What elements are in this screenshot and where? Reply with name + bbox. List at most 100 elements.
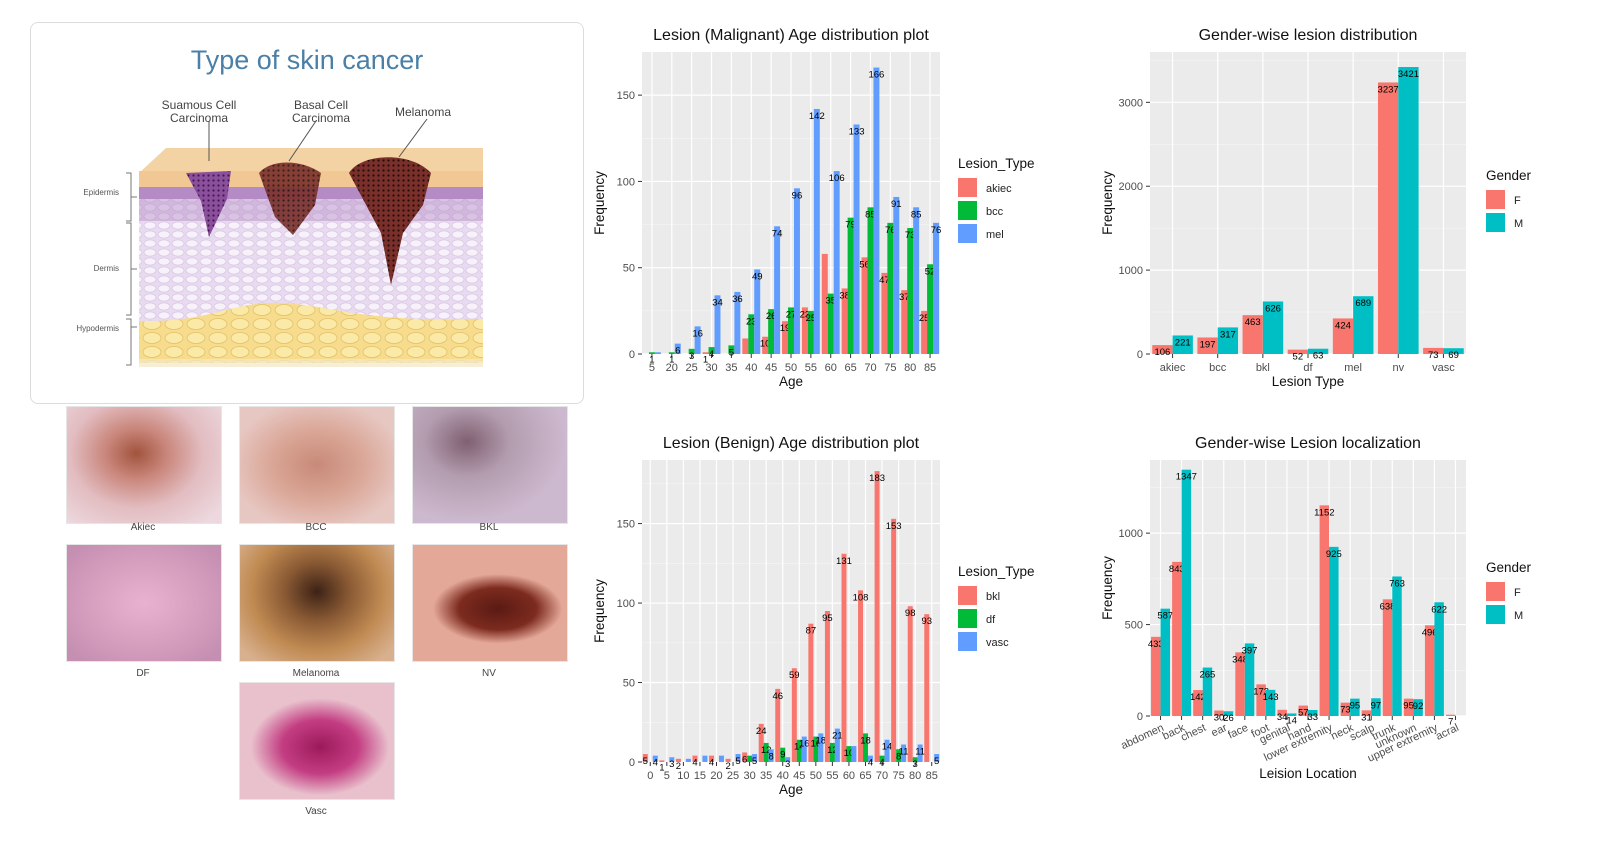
data-label: 87 <box>806 626 817 637</box>
data-label: 4 <box>868 758 873 769</box>
legend-label: vasc <box>986 637 1009 649</box>
legend-label: bcc <box>986 206 1004 218</box>
data-label: 52 <box>925 266 936 277</box>
data-label: 1 <box>659 762 664 773</box>
bar-bkl <box>709 755 715 762</box>
x-tick-label: 45 <box>765 362 777 374</box>
data-label: 424 <box>1335 320 1351 331</box>
bar-M <box>1308 709 1318 716</box>
x-tick-label: 65 <box>859 770 871 782</box>
x-tick-label: 15 <box>694 770 706 782</box>
bar-F <box>1340 702 1351 716</box>
data-label: 12 <box>827 745 838 756</box>
bar-df <box>896 749 902 762</box>
skin-cancer-diagram: Suamous Cell Carcinoma Basal Cell Carcin… <box>30 22 584 404</box>
bar-akiec <box>821 253 828 354</box>
y-tick-label: 100 <box>617 176 635 188</box>
y-tick-label: 3000 <box>1119 97 1143 109</box>
df-caption: DF <box>136 668 150 679</box>
y-axis-title: Frequency <box>592 579 607 643</box>
x-tick-label: 25 <box>727 770 739 782</box>
x-tick-label: 5 <box>664 770 670 782</box>
y-tick-label: 0 <box>629 349 635 361</box>
akiec-image <box>66 406 222 524</box>
data-label: 25 <box>919 313 930 324</box>
data-label: 98 <box>905 608 916 619</box>
bar-akiec <box>921 310 928 354</box>
bar-F <box>1193 690 1203 716</box>
scc-label-1: Suamous Cell <box>162 98 237 112</box>
x-tick-label: 50 <box>810 770 822 782</box>
bar-df <box>863 733 868 762</box>
legend-label: df <box>986 614 996 626</box>
legend-label: F <box>1514 195 1521 207</box>
legend-key-F <box>1486 582 1505 601</box>
data-label: 76 <box>931 225 942 236</box>
x-tick-label: 75 <box>892 770 904 782</box>
bar-vasc <box>768 749 774 762</box>
data-label: 23 <box>746 316 757 327</box>
bar-F <box>1361 710 1372 716</box>
bar-akiec <box>702 352 709 354</box>
data-label: 131 <box>836 556 852 567</box>
data-label: 16 <box>799 739 810 750</box>
bar-vasc <box>752 754 758 762</box>
data-label: 38 <box>839 290 850 301</box>
bar-mel <box>793 188 800 354</box>
x-tick-label: 55 <box>805 362 817 374</box>
data-label: 56 <box>859 259 870 270</box>
bar-bkl <box>891 518 897 762</box>
data-label: 30 <box>1214 713 1225 724</box>
data-label: 197 <box>1200 339 1216 350</box>
data-label: 143 <box>1263 692 1279 703</box>
bar-F <box>1172 561 1182 716</box>
bar-M <box>1223 711 1234 716</box>
bar-akiec <box>782 321 789 354</box>
bar-bcc <box>668 352 675 354</box>
data-label: 12 <box>761 745 772 756</box>
bar-M <box>1262 301 1284 354</box>
data-label: 23 <box>800 309 811 320</box>
data-label: 6 <box>742 754 747 765</box>
x-axis-title: Age <box>779 374 803 389</box>
y-tick-label: 0 <box>629 757 635 769</box>
x-tick-label: 80 <box>904 362 916 374</box>
data-label: 34 <box>1277 712 1288 723</box>
x-tick-label: 50 <box>785 362 797 374</box>
x-tick-label: 30 <box>743 770 755 782</box>
y-axis-title: Frequency <box>1100 171 1115 235</box>
x-tick-label: 35 <box>760 770 772 782</box>
bar-vasc <box>652 755 658 762</box>
data-label: 95 <box>822 613 833 624</box>
chart-title: Lesion (Malignant) Age distribution plot <box>653 27 929 44</box>
bar-df <box>763 742 769 762</box>
data-label: 763 <box>1389 578 1405 589</box>
bar-F <box>1151 636 1161 716</box>
bkl-image <box>412 406 568 524</box>
bar-bkl <box>824 611 830 762</box>
bar-M <box>1217 327 1239 354</box>
diagram-title: Type of skin cancer <box>190 45 424 75</box>
chart-title: Gender-wise lesion distribution <box>1199 27 1418 44</box>
bar-mel <box>734 291 741 354</box>
bar-M <box>1160 608 1171 716</box>
data-label: 221 <box>1175 337 1191 348</box>
bar-bcc <box>867 207 874 354</box>
legend-key-M <box>1486 605 1505 624</box>
bar-bkl <box>692 755 698 762</box>
bar-df <box>813 736 819 762</box>
bar-M <box>1244 643 1255 716</box>
bar-M <box>1434 602 1444 716</box>
bar-akiec <box>801 307 808 354</box>
bar-bcc <box>708 347 715 354</box>
bar-bcc <box>648 352 655 354</box>
bar-bkl <box>742 752 748 762</box>
data-label: 925 <box>1326 549 1342 560</box>
bar-vasc <box>785 757 791 762</box>
bar-bcc <box>728 345 735 354</box>
legend-key-df <box>958 609 977 628</box>
data-label: 4 <box>709 349 714 360</box>
melanoma-caption: Melanoma <box>292 668 340 679</box>
bar-vasc <box>901 744 907 762</box>
data-label: 2 <box>676 761 681 772</box>
